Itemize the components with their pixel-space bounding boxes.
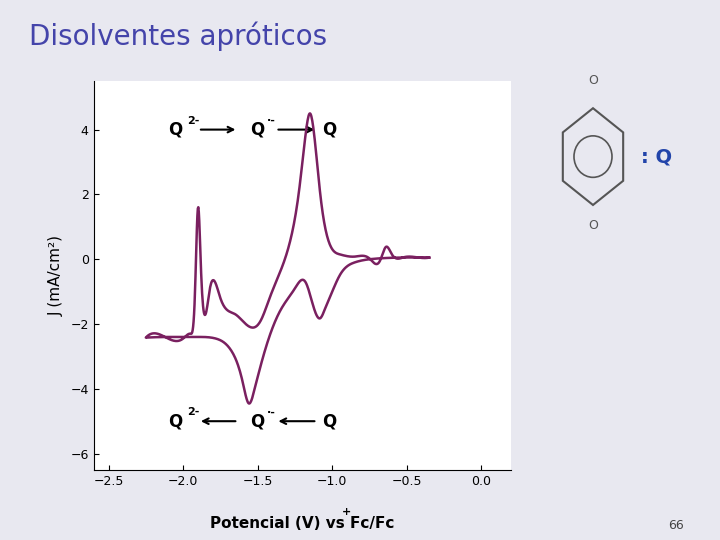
Text: Q: Q bbox=[168, 120, 183, 139]
Text: ·-: ·- bbox=[266, 407, 276, 417]
Text: O: O bbox=[588, 74, 598, 87]
Text: Q: Q bbox=[168, 412, 183, 430]
Text: Q: Q bbox=[251, 412, 265, 430]
Y-axis label: J (mA/cm²): J (mA/cm²) bbox=[48, 235, 63, 316]
Text: Potencial (V) vs Fc/Fc: Potencial (V) vs Fc/Fc bbox=[210, 516, 395, 531]
Text: O: O bbox=[588, 219, 598, 232]
Text: Disolventes apróticos: Disolventes apróticos bbox=[29, 22, 327, 51]
Text: 66: 66 bbox=[668, 519, 684, 532]
Text: +: + bbox=[342, 507, 351, 517]
Text: ·-: ·- bbox=[266, 116, 276, 126]
Text: : Q: : Q bbox=[641, 147, 672, 166]
Text: Q: Q bbox=[322, 120, 336, 139]
Text: Q: Q bbox=[322, 412, 336, 430]
Text: 2-: 2- bbox=[187, 116, 200, 126]
Text: Q: Q bbox=[251, 120, 265, 139]
Text: 2-: 2- bbox=[187, 407, 200, 417]
